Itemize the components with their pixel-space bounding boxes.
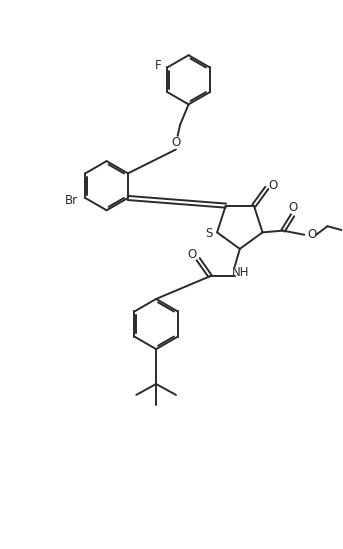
Text: O: O bbox=[187, 248, 197, 261]
Text: O: O bbox=[288, 201, 297, 214]
Text: Br: Br bbox=[64, 194, 78, 207]
Text: O: O bbox=[307, 228, 316, 241]
Text: F: F bbox=[154, 59, 161, 72]
Text: O: O bbox=[171, 136, 180, 149]
Text: NH: NH bbox=[232, 266, 250, 279]
Text: O: O bbox=[268, 179, 277, 192]
Text: S: S bbox=[205, 227, 212, 239]
